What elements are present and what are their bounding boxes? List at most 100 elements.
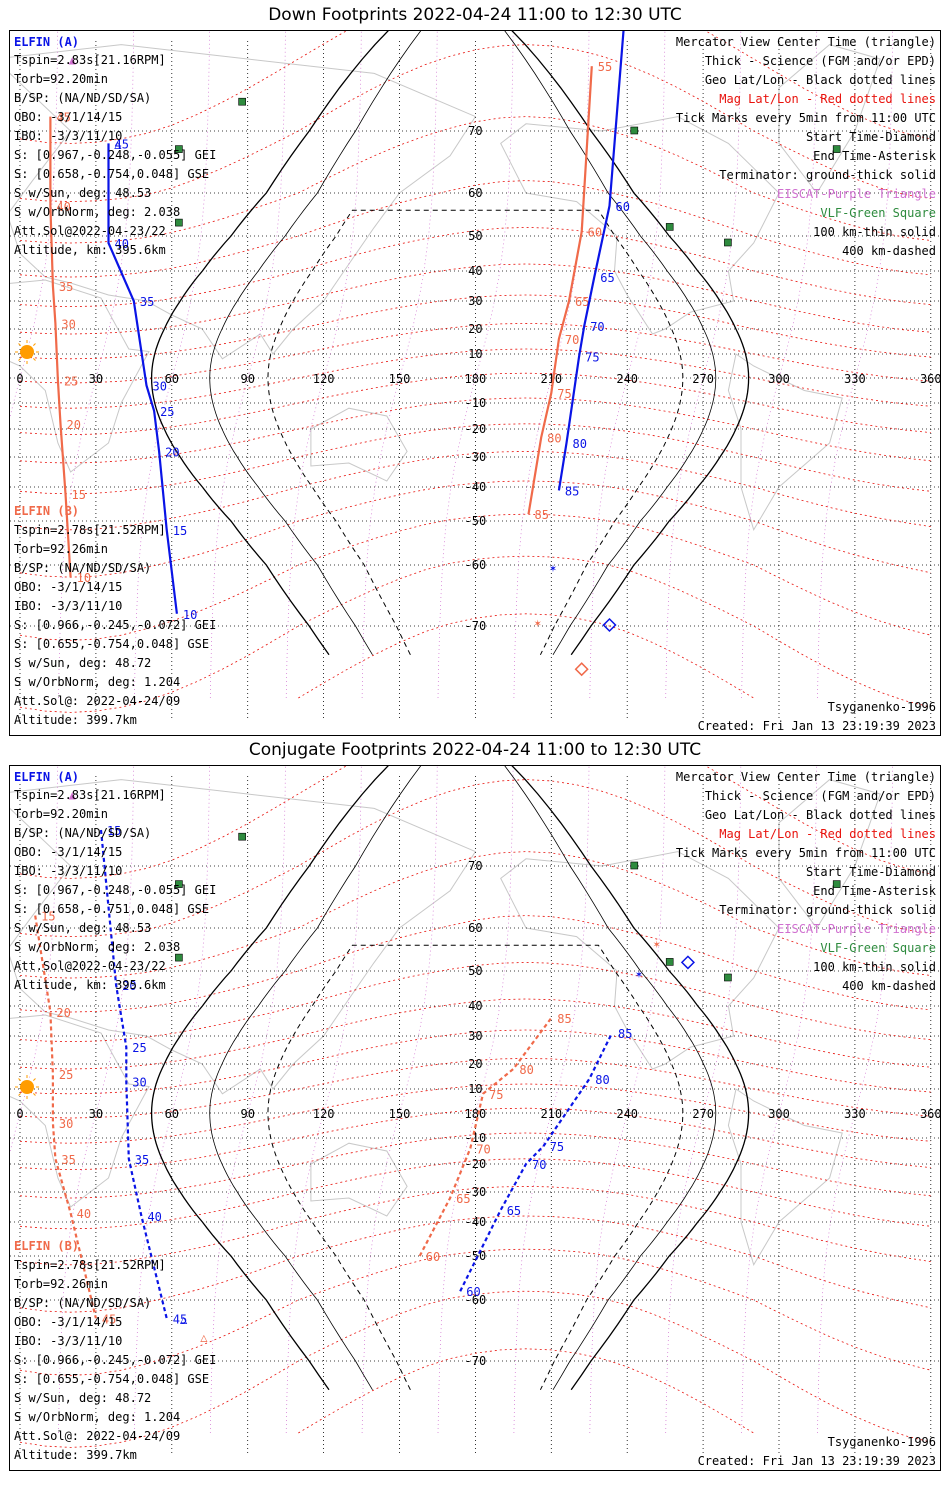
sat-a-end-asterisk-icon: ✶ [549, 561, 556, 575]
mag-parallel [19, 1057, 931, 1119]
lon-tick-label: 120 [313, 1107, 335, 1121]
vlf-square-icon [665, 223, 674, 231]
legend-entry: 400 km-dashed [842, 244, 936, 258]
legend-entry: EISCAT-Purple Triangle [777, 187, 936, 201]
lat-tick-label: 70 [468, 859, 482, 873]
sat-b-tick-label: 60 [426, 1250, 440, 1264]
sat-b-tick-label: 20 [66, 418, 80, 432]
terminator-100km [209, 31, 717, 656]
sat-a-name: ELFIN (A) [14, 770, 79, 784]
sat-b-name: ELFIN (B) [14, 1239, 79, 1253]
sat-a-tick-label: 45 [115, 137, 129, 151]
lon-tick-label: 240 [616, 1107, 638, 1121]
mag-meridian [10, 31, 59, 419]
sat-b-info: Altitude: 399.7km [14, 1448, 137, 1462]
mag-parallel [19, 1029, 931, 1095]
terminator-ground [150, 31, 750, 656]
sat-b-start-diamond-icon [574, 662, 589, 677]
sat-a-tick-label: 85 [565, 484, 579, 498]
sat-b-tick-label: 40 [56, 200, 70, 214]
legend-entry: Start Time-Diamond [806, 130, 936, 144]
sat-b-info: S w/Sun, deg: 48.72 [14, 656, 151, 670]
sat-a-info: S w/OrbNorm, deg: 2.038 [14, 205, 180, 219]
sun-ray [33, 1078, 36, 1081]
sat-a-info: Torb=92.20min [14, 807, 108, 821]
sat-a-center-triangle-icon: △ [114, 137, 122, 151]
mag-parallel [19, 1132, 931, 1199]
lon-tick-label: 300 [768, 372, 790, 386]
sat-a-tick-label: 70 [532, 1158, 546, 1172]
lon-tick-label: 330 [844, 372, 866, 386]
lat-tick-label: 50 [468, 229, 482, 243]
mag-meridian [589, 766, 666, 1434]
sat-a-tick-label: 60 [615, 200, 629, 214]
sat-b-info: S: [0.966,-0.245,-0.072] GEI [14, 618, 216, 632]
mag-meridian [361, 766, 438, 1434]
sat-a-info: Altitude, km: 395.6km [14, 243, 166, 257]
sat-b-tick-label: 45 [56, 111, 70, 125]
mag-parallel [19, 294, 931, 360]
mag-meridian [817, 31, 893, 699]
sat-a-tick-label: 30 [132, 1076, 146, 1090]
legend-entry: Geo Lat/Lon - Black dotted lines [705, 808, 936, 822]
sat-a-info: Torb=92.20min [14, 72, 108, 86]
panel-down-footprints: 0 30 60 90 120 150 180 210 240 270 300 330 360 70 60 50… [9, 30, 942, 736]
lat-tick-label: 40 [468, 999, 482, 1013]
sat-a-info: B/SP: (NA/ND/SD/SA) [14, 91, 151, 105]
continent-outline [500, 116, 780, 335]
sat-a-info: OBO: -3/1/14/15 [14, 845, 122, 859]
sat-b-info: OBO: -3/1/14/15 [14, 1315, 122, 1329]
created-timestamp: Created: Fri Jan 13 23:19:39 2023 [698, 1454, 936, 1468]
sat-b-tick-label: 85 [557, 1012, 571, 1026]
lat-tick-label: -50 [465, 514, 487, 528]
mag-meridian [741, 31, 818, 699]
vlf-square-icon [630, 861, 639, 870]
lon-tick-label: 90 [240, 372, 254, 386]
continent-outline [500, 851, 780, 1070]
sat-b-tick-label: 55 [598, 60, 612, 74]
lat-tick-label: -40 [465, 1215, 487, 1229]
sat-b-info: OBO: -3/1/14/15 [14, 580, 122, 594]
mag-parallel [19, 998, 931, 1070]
legend-entry: End Time-Asterisk [813, 149, 937, 163]
sat-a-tick-label: 40 [115, 237, 129, 251]
sat-b-name: ELFIN (B) [14, 504, 79, 518]
mag-meridian [437, 31, 514, 699]
sat-a-end-asterisk-icon: ✶ [635, 967, 642, 981]
lat-tick-label: 60 [468, 186, 482, 200]
legend-entry: Thick - Science (FGM and/or EPD) [705, 789, 936, 803]
sat-a-info: S: [0.967,-0.248,-0.055] GEI [14, 148, 216, 162]
sat-b-tick-label: 65 [575, 295, 589, 309]
mag-parallel [19, 766, 931, 879]
sat-a-tick-label: 40 [147, 1210, 161, 1224]
mag-parallel [19, 263, 931, 335]
lon-tick-label: 150 [389, 1107, 411, 1121]
vlf-square-icon [724, 238, 732, 247]
legend-entry: Mercator View Center Time (triangle) [676, 35, 936, 49]
sat-b-track [527, 66, 593, 515]
legend-entry: Thick - Science (FGM and/or EPD) [705, 54, 936, 68]
sat-a-start-diamond-icon [602, 617, 617, 633]
sat-a-tick-label: 75 [550, 1140, 564, 1154]
lat-tick-label: -30 [465, 450, 487, 464]
sat-b-tick-label: 45 [102, 1312, 116, 1326]
sat-b-info: S: [0.655,-0.754,0.048] GSE [14, 637, 209, 651]
sat-a-tick-label: 30 [153, 380, 167, 394]
lon-tick-label: 240 [616, 372, 638, 386]
lon-tick-label: 30 [89, 1107, 103, 1121]
sat-a-tick-label: 20 [165, 445, 179, 459]
sat-b-tick-label: 70 [565, 333, 579, 347]
sat-a-name: ELFIN (A) [14, 35, 79, 49]
sat-a-info: Tspin=2.83s[21.16RPM] [14, 53, 166, 67]
lon-tick-label: 60 [165, 1107, 179, 1121]
eiscat-triangle-icon: ▲ [69, 788, 77, 802]
sat-b-end-asterisk-icon: ✶ [653, 937, 660, 951]
model-name: Tsyganenko-1996 [828, 700, 936, 714]
legend-entry: Mercator View Center Time (triangle) [676, 770, 936, 784]
sat-a-track [557, 31, 625, 491]
sat-b-tick-label: 75 [557, 387, 571, 401]
model-name: Tsyganenko-1996 [828, 1435, 936, 1449]
sun-ray [33, 1093, 36, 1096]
sat-b-tick-label: 30 [59, 1117, 73, 1131]
sat-b-tick-label: 85 [535, 508, 549, 522]
